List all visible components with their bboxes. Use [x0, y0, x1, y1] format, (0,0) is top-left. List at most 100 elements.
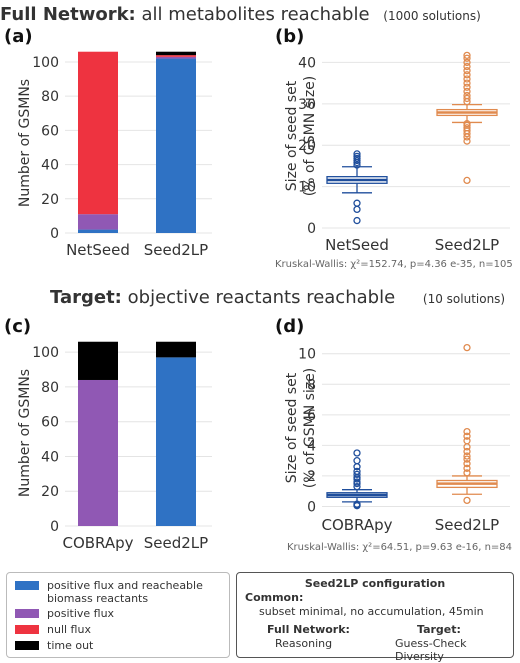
- legend-item: positive flux and reacheable biomass rea…: [15, 579, 217, 605]
- y-tick-label: 8: [307, 377, 316, 393]
- chart-c-stacked-bar: 0 20 40 60 80 100 COBRApy Seed2LP: [32, 341, 212, 552]
- outlier-point: [463, 460, 471, 468]
- outlier-point: [353, 500, 361, 508]
- y-tick-label: 20: [41, 192, 59, 208]
- legend-label: null flux: [47, 623, 91, 636]
- legend-label: positive flux: [47, 607, 115, 620]
- y-tick-label: 80: [41, 89, 59, 105]
- x-tick-label: Seed2LP: [435, 236, 499, 254]
- outlier-point: [463, 437, 471, 445]
- bar-segment: [156, 56, 196, 59]
- y-tick-label: 30: [298, 97, 316, 113]
- y-tick-label: 4: [307, 438, 316, 454]
- outlier-point: [463, 91, 471, 100]
- chart-b-boxplot: 0 10 20 30 40 NetSeed Seed2LP: [298, 51, 510, 254]
- y-tick-label: 60: [41, 123, 59, 139]
- y-tick-label: 80: [41, 380, 59, 396]
- seed2lp-config-box: Seed2LP configuration Common: subset min…: [236, 572, 514, 663]
- legend-swatch: [15, 581, 39, 590]
- outlier-point: [463, 455, 471, 463]
- row-title-rest: all metabolites reachable: [141, 4, 370, 25]
- y-tick-label: 40: [298, 55, 316, 71]
- x-tick-label: COBRApy: [62, 534, 133, 552]
- y-tick-label: 0: [307, 499, 316, 515]
- bar-segment: [156, 51, 196, 56]
- panel-letter-b: (b): [275, 26, 305, 47]
- outlier-point: [463, 58, 471, 67]
- bar-segment: [156, 341, 196, 358]
- panel-letter-c: (c): [4, 316, 32, 337]
- legend-swatch: [15, 609, 39, 618]
- y-tick-label: 2: [307, 469, 316, 485]
- outlier-point: [463, 464, 471, 472]
- config-target-label: Target:: [417, 623, 461, 636]
- config-full-network-label: Full Network:: [267, 623, 350, 636]
- legend-label: time out: [47, 639, 94, 652]
- x-tick-label: Seed2LP: [144, 534, 208, 552]
- y-tick-label: 20: [298, 138, 316, 154]
- outlier-point: [463, 62, 471, 71]
- row-title-count: (1000 solutions): [383, 9, 481, 23]
- y-tick-label: 6: [307, 408, 316, 424]
- y-tick-label: 0: [50, 226, 59, 242]
- outlier-point: [463, 87, 471, 96]
- row-title-count: (10 solutions): [422, 292, 506, 306]
- outlier-point: [353, 150, 361, 158]
- outlier-point: [463, 343, 471, 352]
- row-title-bold: Full Network:: [0, 4, 136, 25]
- y-tick-label: 10: [298, 347, 316, 363]
- y-tick-label: 10: [298, 180, 316, 196]
- x-tick-label: Seed2LP: [435, 516, 499, 534]
- legend-item: null flux: [15, 623, 91, 636]
- outlier-point: [463, 79, 471, 87]
- outlier-point: [353, 205, 361, 214]
- outlier-point: [463, 75, 471, 83]
- x-tick-label: NetSeed: [66, 241, 130, 259]
- bar-segment: [78, 341, 118, 380]
- outlier-point: [463, 137, 471, 145]
- outlier-point: [353, 467, 361, 475]
- chart-d-boxplot: 0 2 4 6 8 10 COBRApy Seed2LP: [298, 343, 510, 534]
- outlier-point: [353, 216, 361, 225]
- config-title: Seed2LP configuration: [304, 577, 446, 590]
- y-tick-label: 100: [32, 345, 59, 361]
- row-title-full-network: Full Network: all metabolites reachable …: [0, 4, 481, 25]
- outlier-point: [353, 457, 361, 465]
- x-tick-label: COBRApy: [321, 516, 392, 534]
- legend-label: positive flux and reacheable biomass rea…: [47, 579, 203, 605]
- panel-letter-a: (a): [4, 26, 33, 47]
- outlier-point: [463, 124, 471, 132]
- outlier-point: [353, 199, 361, 207]
- outlier-point: [463, 67, 471, 75]
- bar-segment: [78, 51, 118, 215]
- outlier-point: [463, 496, 471, 505]
- bar-segment: [78, 229, 118, 233]
- panel-letter-d: (d): [275, 316, 305, 337]
- x-tick-label: Seed2LP: [144, 241, 208, 259]
- bar-segment: [156, 357, 196, 526]
- outlier-point: [463, 447, 471, 456]
- outlier-point: [463, 120, 471, 128]
- config-common-value: subset minimal, no accumulation, 45min: [259, 605, 484, 618]
- y-tick-label: 40: [41, 158, 59, 174]
- config-full-network-value: Reasoning: [275, 637, 333, 650]
- y-tick-label: 0: [50, 519, 59, 535]
- y-tick-label: 40: [41, 449, 59, 465]
- stat-note-b: Kruskal-Wallis: χ²=152.74, p=4.36 e-35, …: [275, 259, 513, 270]
- outlier-point: [463, 71, 471, 79]
- row-title-bold: Target:: [50, 287, 122, 308]
- legend-swatch: [15, 641, 39, 650]
- outlier-point: [353, 470, 361, 479]
- outlier-point: [463, 469, 471, 477]
- outlier-point: [463, 176, 471, 185]
- x-tick-label: NetSeed: [325, 236, 389, 254]
- outlier-point: [463, 432, 471, 440]
- legend: positive flux and reacheable biomass rea…: [6, 572, 230, 658]
- bar-segment: [156, 55, 196, 57]
- config-common-label: Common:: [245, 591, 304, 604]
- row-title-target: Target: objective reactants reachable (1…: [50, 287, 505, 308]
- chart-a-stacked-bar: 0 20 40 60 80 100 NetSeed Seed2LP: [32, 51, 212, 259]
- outlier-point: [353, 449, 361, 457]
- outlier-point: [353, 482, 361, 491]
- y-tick-label: 60: [41, 415, 59, 431]
